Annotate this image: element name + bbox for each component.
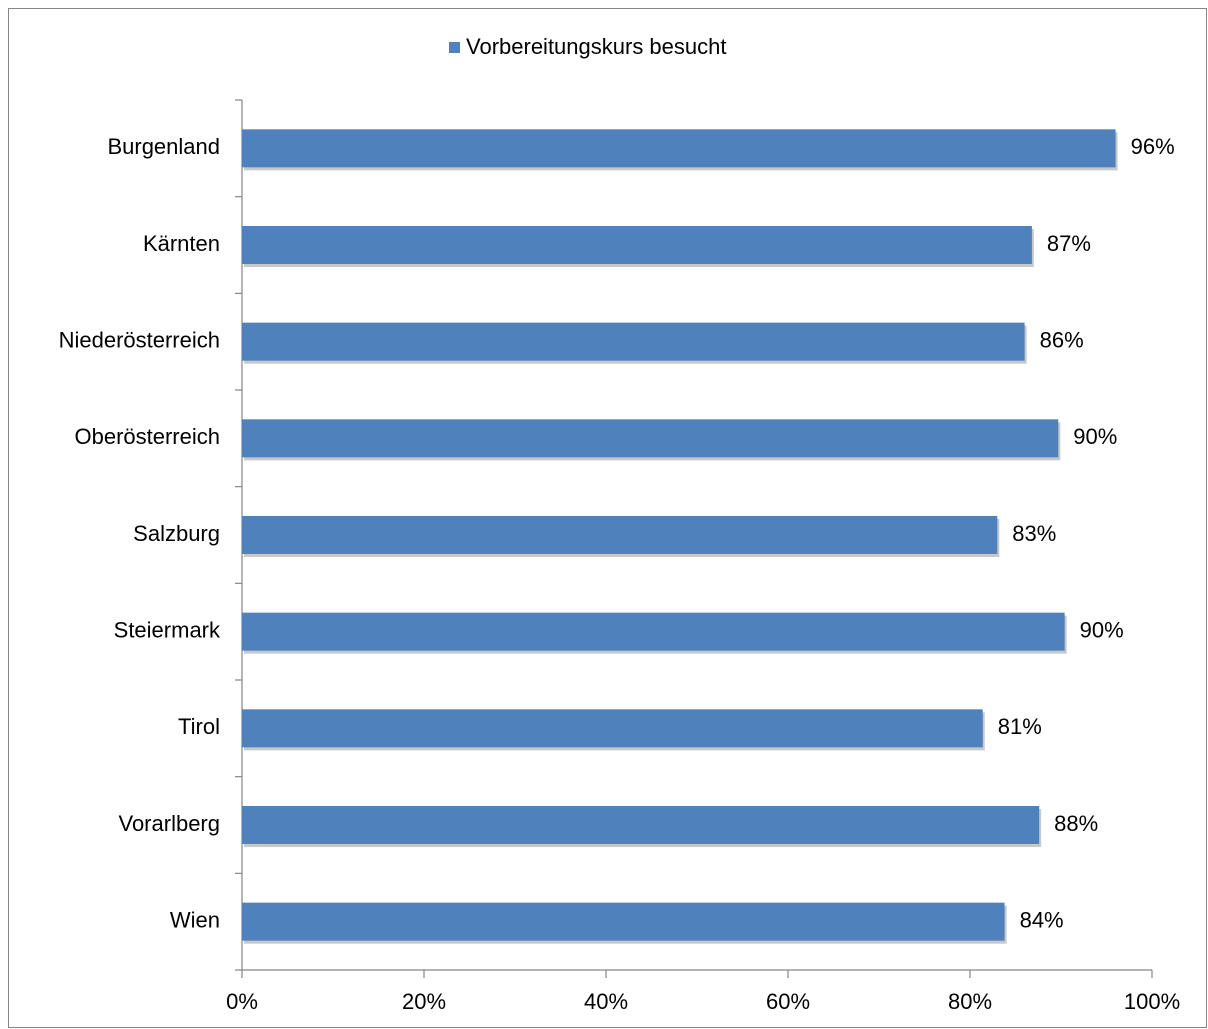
bar	[242, 226, 1032, 264]
x-tick-label: 0%	[226, 989, 258, 1014]
y-tick-label: Vorarlberg	[118, 811, 220, 836]
bar	[242, 709, 983, 748]
data-label: 84%	[1020, 907, 1064, 932]
data-label: 87%	[1047, 231, 1091, 256]
data-label: 90%	[1073, 424, 1117, 449]
y-tick-label: Salzburg	[133, 521, 220, 546]
bar	[242, 902, 1005, 941]
legend-label: Vorbereitungskurs besucht	[466, 34, 727, 59]
data-label: 81%	[998, 714, 1042, 739]
y-tick-label: Tirol	[178, 714, 220, 739]
y-tick-label: Oberösterreich	[74, 424, 220, 449]
y-tick-label: Wien	[170, 907, 220, 932]
y-tick-label: Niederösterreich	[59, 327, 220, 352]
x-tick-label: 100%	[1124, 989, 1180, 1014]
x-tick-label: 20%	[402, 989, 446, 1014]
x-tick-label: 80%	[948, 989, 992, 1014]
bar	[242, 322, 1025, 361]
bar	[242, 419, 1059, 458]
y-tick-label: Burgenland	[107, 134, 220, 159]
x-tick-label: 40%	[584, 989, 628, 1014]
data-label: 90%	[1080, 617, 1124, 642]
data-label: 83%	[1012, 521, 1056, 546]
bar	[242, 516, 998, 554]
x-tick-label: 60%	[766, 989, 810, 1014]
bar	[242, 806, 1040, 844]
data-label: 96%	[1131, 134, 1175, 159]
legend-swatch	[449, 42, 460, 53]
bar	[242, 129, 1116, 168]
data-label: 88%	[1054, 811, 1098, 836]
bar	[242, 612, 1065, 651]
data-label: 86%	[1040, 327, 1084, 352]
y-tick-label: Kärnten	[143, 231, 220, 256]
y-tick-label: Steiermark	[114, 617, 221, 642]
